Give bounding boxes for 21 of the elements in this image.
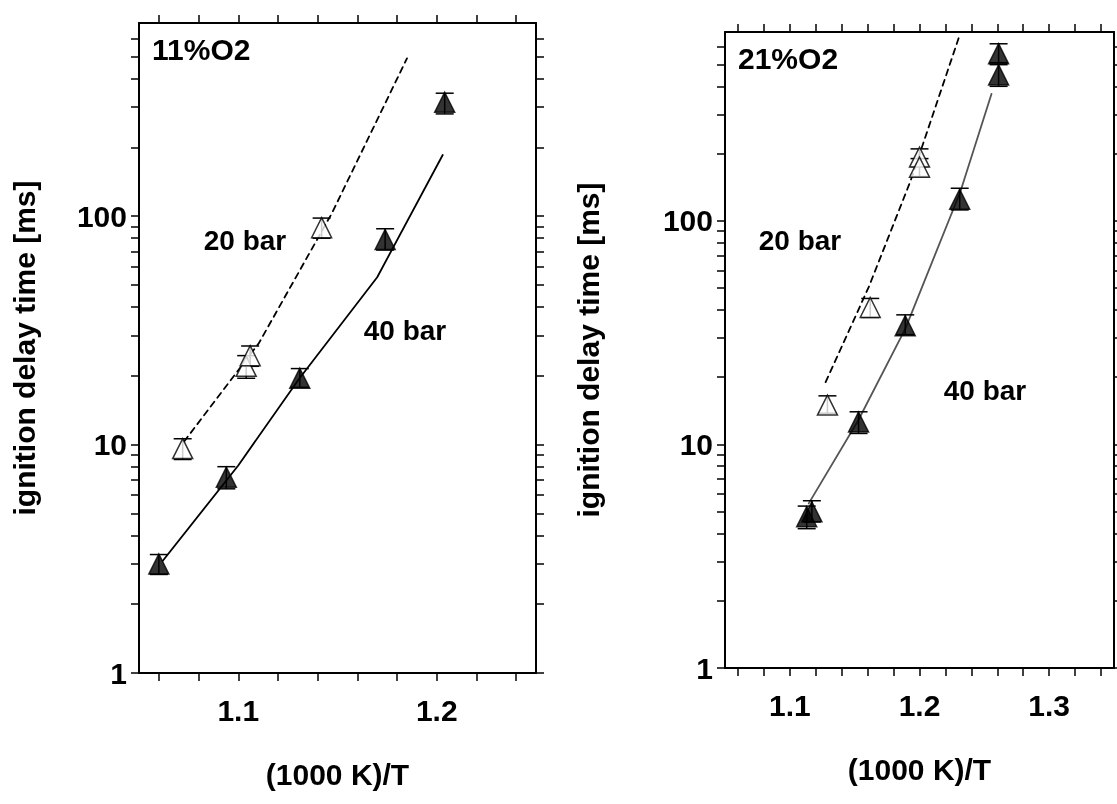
chart-title: 11%O2 bbox=[152, 32, 251, 66]
annotation: 40 bar bbox=[943, 374, 1027, 406]
y-tick-label: 1 bbox=[110, 656, 127, 690]
y-tick-label: 10 bbox=[93, 428, 127, 462]
x-axis-title: (1000 K)/T bbox=[265, 757, 410, 791]
annotation: 20 bar bbox=[758, 224, 842, 256]
annotation: 40 bar bbox=[363, 314, 447, 346]
y-tick-label: 100 bbox=[76, 199, 127, 233]
x-tick-label: 1.1 bbox=[217, 693, 260, 727]
y-tick-label: 10 bbox=[679, 427, 713, 461]
x-tick-label: 1.3 bbox=[1028, 688, 1071, 722]
chart-title: 21%O2 bbox=[738, 41, 839, 75]
annotation: 20 bar bbox=[203, 224, 287, 256]
x-tick-label: 1.2 bbox=[898, 688, 941, 722]
x-axis-title: (1000 K)/T bbox=[847, 752, 992, 786]
x-tick-label: 1.1 bbox=[768, 688, 811, 722]
y-axis-title: ignition delay time [ms] bbox=[7, 180, 41, 516]
x-tick-label: 1.2 bbox=[415, 693, 458, 727]
y-tick-label: 1 bbox=[696, 651, 713, 685]
y-axis-title: ignition delay time [ms] bbox=[571, 182, 605, 518]
y-tick-label: 100 bbox=[662, 204, 713, 238]
